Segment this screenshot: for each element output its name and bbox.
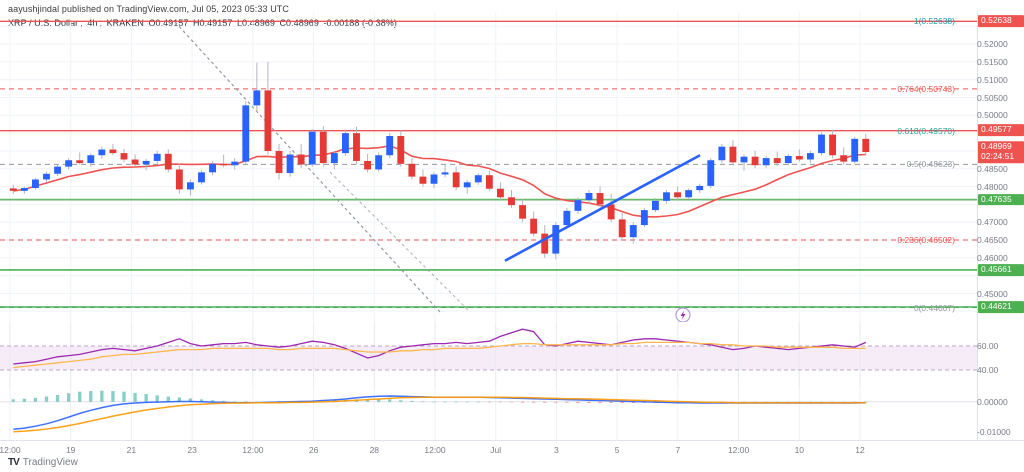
- price-axis-badge[interactable]: 0.45661: [978, 264, 1024, 276]
- exchange-label: KRAKEN: [106, 18, 144, 28]
- time-axis-tick: 12:00: [727, 445, 750, 455]
- macd-chart-svg: [0, 388, 978, 440]
- countdown-timer: 02:24:51: [981, 151, 1015, 162]
- ohlc-change: -0.00188 (-0.38%): [323, 18, 397, 28]
- rsi-chart-svg: [0, 322, 978, 388]
- tradingview-wordmark: TradingView: [22, 457, 78, 468]
- time-axis-tick: 21: [126, 445, 137, 455]
- ohlc-close: C0.48969: [279, 18, 319, 28]
- tradingview-logo: TV TradingView: [8, 457, 78, 468]
- time-axis-tick: 3: [554, 445, 559, 455]
- price-axis-tick: 0.47000: [977, 217, 1008, 228]
- price-axis-tick: 0.46500: [977, 235, 1008, 245]
- ohlc-open: O0.49157: [148, 18, 189, 28]
- fib-level-label: 1(0.52638): [913, 16, 955, 27]
- fib-level-label: 0.5(0.48623): [906, 159, 955, 170]
- interval-label[interactable]: 4h: [87, 18, 98, 28]
- price-axis-tick: 0.48500: [977, 163, 1008, 174]
- time-axis-tick: 23: [187, 445, 197, 455]
- ohlc-low: L0.48969: [236, 18, 275, 28]
- time-axis-tick: 12:00: [0, 445, 21, 455]
- time-axis-tick: 28: [369, 445, 380, 455]
- rsi-axis-tick: 40.00: [977, 365, 999, 375]
- macd-pane[interactable]: [0, 388, 978, 440]
- price-pane[interactable]: [0, 12, 978, 322]
- price-axis-tick: 0.52000: [977, 39, 1008, 50]
- price-axis-badge[interactable]: 0.49577: [978, 124, 1024, 137]
- rsi-pane[interactable]: [0, 322, 978, 388]
- price-axis-badge[interactable]: 0.48969 02:24:51: [978, 141, 1024, 163]
- rsi-axis-tick: 60.00: [977, 341, 999, 351]
- fib-level-label: 0.618(0.49570): [897, 125, 955, 136]
- price-axis-badge[interactable]: 0.44621: [978, 301, 1024, 313]
- ohlc-high: H0.49157: [192, 18, 233, 28]
- time-axis-tick: 5: [614, 445, 620, 455]
- price-axis-tick: 0.50500: [977, 92, 1008, 103]
- time-axis-tick: Jul: [490, 445, 502, 455]
- lightning-bolt-icon[interactable]: [675, 307, 691, 322]
- macd-axis-tick: -0.01000: [977, 427, 1011, 438]
- time-axis-tick: 10: [794, 445, 805, 455]
- price-axis-tick: 0.51500: [977, 56, 1008, 67]
- macd-axis-tick: 0.00000: [977, 396, 1008, 407]
- time-axis-tick: 12: [855, 445, 865, 455]
- price-axis-tick: 0.46000: [977, 252, 1008, 263]
- time-axis-tick: 19: [65, 445, 76, 455]
- price-axis-tick: 0.50000: [977, 110, 1008, 121]
- attribution-text: aayushjindal published on TradingView.co…: [8, 4, 290, 14]
- time-axis-tick: 26: [308, 445, 319, 455]
- tradingview-mark-icon: TV: [8, 457, 20, 468]
- price-chart-svg: [0, 12, 978, 322]
- symbol-ohlc-legend: XRP / U.S. Dollar, 4h, KRAKEN O0.49157 H…: [8, 18, 397, 28]
- price-axis-tick: 0.51000: [977, 74, 1008, 85]
- price-axis-tick: 0.45000: [977, 288, 1008, 299]
- fib-level-label: 0(0.44607): [913, 302, 955, 313]
- time-axis-tick: 12:00: [242, 445, 264, 455]
- symbol-name[interactable]: XRP / U.S. Dollar: [8, 18, 79, 28]
- time-axis-tick: 7: [675, 445, 681, 455]
- fib-level-label: 0.236(0.46502): [897, 235, 955, 245]
- time-axis-tick: 12:00: [424, 445, 446, 455]
- time-axis[interactable]: 12:00 19 21 23 12:00 26 28 12:00 Jul 3 5 7 12:00 10 12: [0, 440, 1024, 459]
- fib-level-label: 0.764(0.50743): [897, 83, 955, 94]
- price-axis-badge[interactable]: 0.47635: [978, 193, 1024, 206]
- price-axis-tick: 0.48000: [977, 181, 1008, 192]
- price-axis-badge[interactable]: 0.52638: [978, 15, 1024, 28]
- price-axis[interactable]: USD0.520000.515000.510000.505000.500000.…: [977, 12, 1024, 440]
